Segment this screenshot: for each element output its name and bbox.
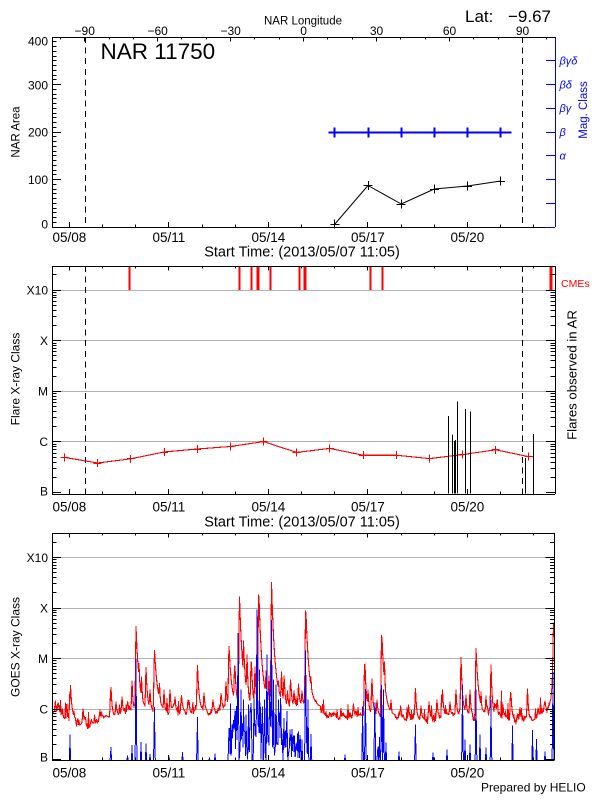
svg-text:M: M bbox=[38, 652, 48, 666]
svg-text:B: B bbox=[40, 484, 48, 498]
svg-text:200: 200 bbox=[28, 125, 48, 139]
svg-text:βγδ: βγδ bbox=[559, 56, 579, 68]
svg-text:05/17: 05/17 bbox=[351, 230, 385, 245]
svg-text:Prepared by HELIO: Prepared by HELIO bbox=[481, 781, 586, 795]
svg-text:Start Time: (2013/05/07 11:05): Start Time: (2013/05/07 11:05) bbox=[204, 245, 400, 261]
svg-text:05/08: 05/08 bbox=[52, 230, 86, 245]
svg-text:NAR Longitude: NAR Longitude bbox=[264, 16, 342, 28]
svg-text:−9.67: −9.67 bbox=[508, 7, 551, 26]
svg-text:0: 0 bbox=[41, 217, 48, 231]
svg-text:−90: −90 bbox=[75, 24, 96, 38]
svg-text:−30: −30 bbox=[220, 24, 241, 38]
svg-text:100: 100 bbox=[28, 173, 48, 187]
svg-text:β: β bbox=[559, 127, 567, 139]
svg-text:05/08: 05/08 bbox=[52, 766, 86, 781]
svg-text:X10: X10 bbox=[27, 551, 49, 565]
svg-text:05/14: 05/14 bbox=[251, 500, 285, 515]
svg-text:M: M bbox=[38, 385, 48, 399]
svg-text:X: X bbox=[40, 601, 48, 615]
svg-text:C: C bbox=[39, 702, 48, 716]
svg-text:GOES X-ray Class: GOES X-ray Class bbox=[9, 597, 23, 697]
svg-text:05/17: 05/17 bbox=[351, 766, 385, 781]
svg-text:05/14: 05/14 bbox=[251, 766, 285, 781]
svg-text:B: B bbox=[40, 750, 48, 764]
svg-text:90: 90 bbox=[516, 24, 530, 38]
svg-text:05/14: 05/14 bbox=[251, 230, 285, 245]
svg-text:NAR Area: NAR Area bbox=[11, 106, 23, 158]
svg-text:βδ: βδ bbox=[559, 79, 573, 91]
svg-text:400: 400 bbox=[28, 34, 48, 48]
svg-text:05/17: 05/17 bbox=[351, 500, 385, 515]
svg-text:05/11: 05/11 bbox=[152, 500, 185, 515]
svg-text:05/11: 05/11 bbox=[152, 230, 185, 245]
svg-text:05/11: 05/11 bbox=[152, 766, 185, 781]
svg-text:X: X bbox=[40, 334, 48, 348]
svg-text:CMEs: CMEs bbox=[561, 278, 590, 290]
svg-text:Mag. Class: Mag. Class bbox=[578, 81, 590, 139]
svg-text:30: 30 bbox=[370, 24, 384, 38]
svg-text:05/20: 05/20 bbox=[450, 766, 484, 781]
svg-text:X10: X10 bbox=[27, 283, 49, 297]
svg-text:60: 60 bbox=[443, 24, 457, 38]
svg-text:300: 300 bbox=[28, 78, 48, 92]
svg-text:Start Time: (2013/05/07 11:05): Start Time: (2013/05/07 11:05) bbox=[204, 515, 400, 531]
svg-text:Flare X-ray Class: Flare X-ray Class bbox=[9, 333, 23, 426]
svg-text:βγ: βγ bbox=[559, 103, 573, 115]
svg-text:05/20: 05/20 bbox=[450, 230, 484, 245]
svg-text:Lat:: Lat: bbox=[465, 7, 493, 26]
svg-text:NAR 11750: NAR 11750 bbox=[101, 39, 216, 64]
svg-text:Flares observed in AR: Flares observed in AR bbox=[565, 310, 580, 440]
svg-text:α: α bbox=[560, 151, 567, 163]
svg-text:05/08: 05/08 bbox=[52, 500, 86, 515]
svg-text:05/20: 05/20 bbox=[450, 500, 484, 515]
svg-text:0: 0 bbox=[300, 24, 307, 38]
svg-text:−60: −60 bbox=[147, 24, 168, 38]
svg-text:C: C bbox=[39, 435, 48, 449]
